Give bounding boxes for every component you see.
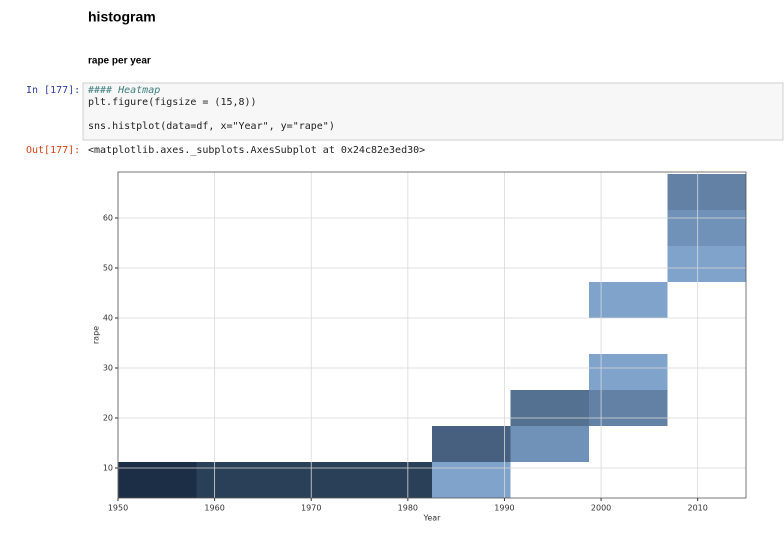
y-tick-label: 20 (103, 414, 113, 423)
x-tick-label: 1980 (398, 504, 418, 513)
hist-cell (510, 390, 589, 426)
code-line: #### Heatmap (87, 85, 160, 96)
y-tick-label: 30 (103, 364, 113, 373)
x-tick-label: 2010 (688, 504, 708, 513)
subheading: rape per year (88, 56, 151, 67)
hist-cell (275, 462, 354, 498)
hist-cell (667, 210, 746, 246)
x-tick-label: 2000 (591, 504, 611, 513)
x-tick-label: 1950 (108, 504, 128, 513)
x-tick-label: 1960 (204, 504, 224, 513)
y-axis-label: rape (92, 326, 101, 344)
x-axis-label: Year (423, 514, 442, 523)
hist-cell (589, 282, 668, 318)
axes-frame (117, 171, 747, 499)
y-tick-label: 40 (103, 314, 113, 323)
hist-cell (196, 462, 275, 498)
y-tick-label: 10 (103, 464, 113, 473)
hist-cell (432, 462, 511, 498)
input-prompt: In [177]: (26, 85, 80, 96)
code-line: plt.figure(figsize = (15,8)) (88, 97, 257, 108)
output-prompt: Out[177]: (26, 145, 80, 156)
hist-cell (353, 462, 432, 498)
x-tick-label: 1970 (301, 504, 321, 513)
output-text: <matplotlib.axes._subplots.AxesSubplot a… (88, 145, 425, 156)
code-cell[interactable] (82, 82, 784, 141)
hist-cell (432, 426, 511, 462)
heading: histogram (88, 9, 156, 25)
hist-cell (510, 426, 589, 462)
hist-cell (667, 246, 746, 282)
hist-cell (589, 354, 668, 390)
hist-cell (589, 390, 668, 426)
y-tick-label: 60 (103, 214, 113, 223)
hist-cell (667, 174, 746, 210)
code-line: sns.histplot(data=df, x="Year", y="rape"… (88, 121, 335, 132)
x-tick-label: 1990 (494, 504, 514, 513)
hist-cell (118, 462, 197, 498)
y-tick-label: 50 (103, 264, 113, 273)
